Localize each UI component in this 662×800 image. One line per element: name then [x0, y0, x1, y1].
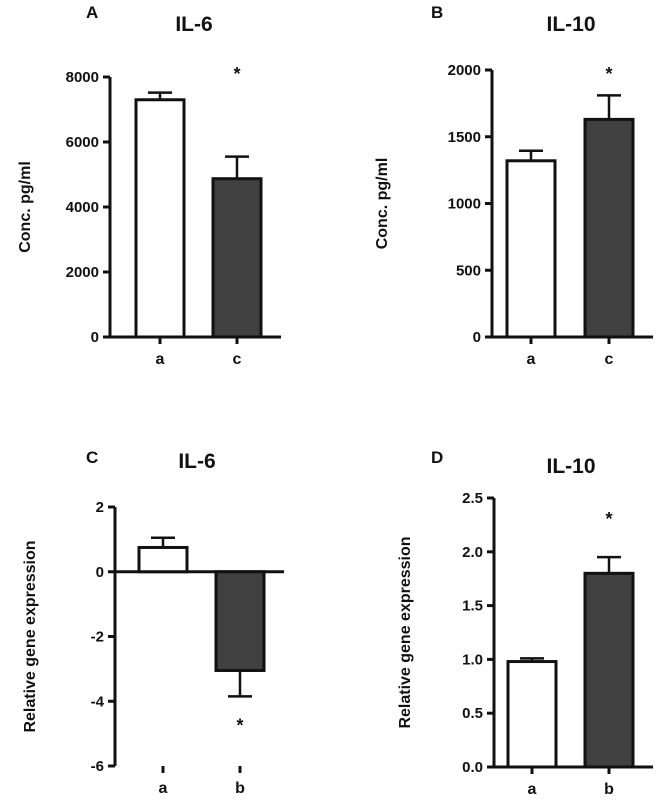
x-tick-label: b [235, 780, 245, 797]
y-tick-label: 2.5 [462, 490, 483, 507]
y-tick-label: 0 [91, 329, 99, 346]
y-tick-label: 0 [473, 329, 481, 346]
bar-a [506, 660, 558, 769]
x-tick-label: c [233, 351, 242, 368]
x-tick-label: a [527, 351, 536, 368]
y-tick-label: -2 [91, 629, 104, 646]
y-axis-label: Conc. pg/ml [374, 158, 391, 250]
y-tick-label: 8000 [66, 69, 99, 86]
y-tick-label: 0 [96, 564, 104, 581]
y-tick-label: 2.0 [462, 544, 483, 561]
bar-a [505, 159, 557, 339]
chart-panel-d: D IL-10 Relative gene expression 0.0 0.5 1.0 1… [397, 448, 653, 798]
bar-b [583, 571, 635, 769]
x-tick-label: a [156, 351, 165, 368]
y-tick-label: 1.0 [462, 651, 483, 668]
y-tick-label: 2000 [448, 62, 481, 79]
panel-label: B [431, 3, 443, 22]
chart-title: IL-6 [175, 13, 212, 36]
chart-panel-c: C IL-6 Relative gene expression -6 -4 -2 0 2 a b * [22, 448, 284, 797]
bar-a [137, 545, 189, 574]
x-tick-label: a [159, 780, 168, 797]
significance-marker: * [236, 715, 243, 735]
y-tick-label: 1000 [448, 196, 481, 213]
bar-b [214, 570, 266, 672]
panel-label: C [86, 448, 98, 467]
chart-title: IL-10 [546, 455, 595, 478]
y-tick-label: 6000 [66, 134, 99, 151]
significance-marker: * [605, 64, 612, 84]
panel-label: A [86, 3, 98, 22]
panel-label: D [431, 448, 443, 467]
y-tick-label: 0.5 [462, 705, 483, 722]
bar-a [134, 98, 186, 339]
x-tick-label: a [528, 781, 537, 798]
y-tick-label: 2000 [66, 264, 99, 281]
y-axis-label: Relative gene expression [22, 540, 39, 732]
y-axis-label: Conc. pg/ml [17, 161, 34, 253]
bar-c [583, 117, 635, 339]
y-tick-label: 4000 [66, 199, 99, 216]
y-tick-label: -6 [91, 758, 104, 775]
chart-panel-b: B IL-10 Conc. pg/ml 0 500 1000 1500 2000 a c * [374, 3, 653, 368]
x-tick-label: c [605, 351, 614, 368]
y-axis-label: Relative gene expression [397, 536, 414, 728]
y-tick-label: -4 [91, 693, 105, 710]
y-tick-label: 1500 [448, 129, 481, 146]
y-tick-label: 500 [456, 262, 481, 279]
chart-title: IL-10 [546, 13, 595, 36]
chart-panel-a: A IL-6 Conc. pg/ml 0 2000 4000 6000 8000 a c * [17, 3, 281, 368]
chart-title: IL-6 [178, 450, 215, 473]
y-tick-label: 1.5 [462, 598, 483, 615]
y-tick-label: 2 [96, 499, 104, 516]
significance-marker: * [233, 64, 240, 84]
significance-marker: * [605, 509, 612, 529]
y-tick-label: 0.0 [462, 759, 483, 776]
bar-c [211, 177, 263, 339]
x-tick-label: b [604, 781, 614, 798]
